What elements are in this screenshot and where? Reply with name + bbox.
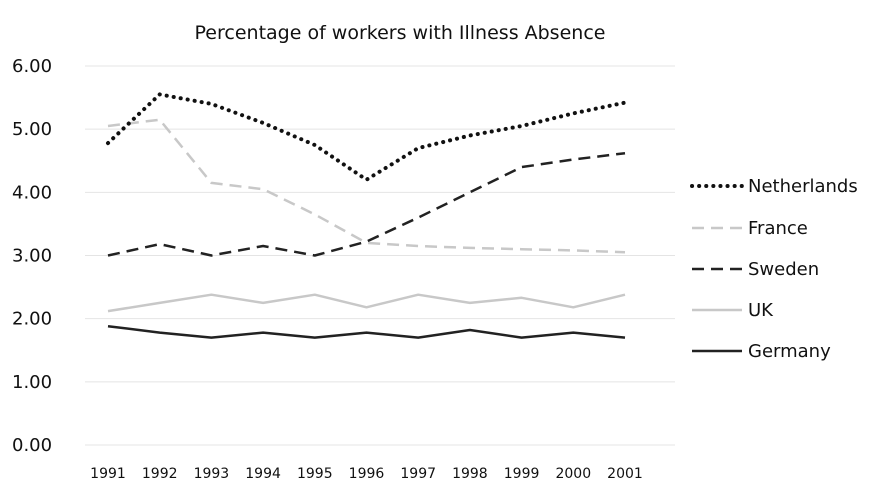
x-tick-label: 1997 <box>400 466 436 482</box>
legend-label-france: France <box>748 218 808 239</box>
y-tick-label: 2.00 <box>12 309 52 330</box>
series-line-france <box>107 118 626 254</box>
y-tick-label: 1.00 <box>12 372 52 393</box>
legend-label-netherlands: Netherlands <box>748 176 858 197</box>
x-tick-label: 1994 <box>245 466 281 482</box>
x-axis-ticks: 1991 1992 1993 1994 1995 1996 1997 1998 1999 2000… <box>90 466 643 482</box>
legend-label-uk: UK <box>748 300 774 321</box>
y-tick-label: 4.00 <box>12 182 52 203</box>
y-tick-label: 5.00 <box>12 119 52 140</box>
series-line-netherlands <box>106 92 627 182</box>
series-line-germany <box>107 324 626 339</box>
y-tick-label: 6.00 <box>12 56 52 77</box>
gridlines <box>85 65 675 446</box>
legend: Netherlands France Sweden UK Germany <box>690 176 858 362</box>
y-tick-label: 3.00 <box>12 246 52 267</box>
x-tick-label: 1992 <box>142 466 178 482</box>
series-lines <box>106 92 627 339</box>
x-tick-label: 1993 <box>194 466 230 482</box>
series-line-uk <box>107 293 626 313</box>
x-tick-label: 1991 <box>90 466 126 482</box>
legend-label-sweden: Sweden <box>748 259 819 280</box>
x-tick-label: 1999 <box>504 466 540 482</box>
y-axis-ticks: 0.00 1.00 2.00 3.00 4.00 5.00 6.00 <box>12 56 52 456</box>
y-tick-label: 0.00 <box>12 435 52 456</box>
series-line-sweden <box>107 151 626 257</box>
x-tick-label: 2000 <box>555 466 591 482</box>
x-tick-label: 1995 <box>297 466 333 482</box>
x-tick-label: 1998 <box>452 466 488 482</box>
chart-title: Percentage of workers with Illness Absen… <box>195 22 606 44</box>
x-tick-label: 2001 <box>607 466 643 482</box>
legend-label-germany: Germany <box>748 341 831 362</box>
x-tick-label: 1996 <box>349 466 385 482</box>
